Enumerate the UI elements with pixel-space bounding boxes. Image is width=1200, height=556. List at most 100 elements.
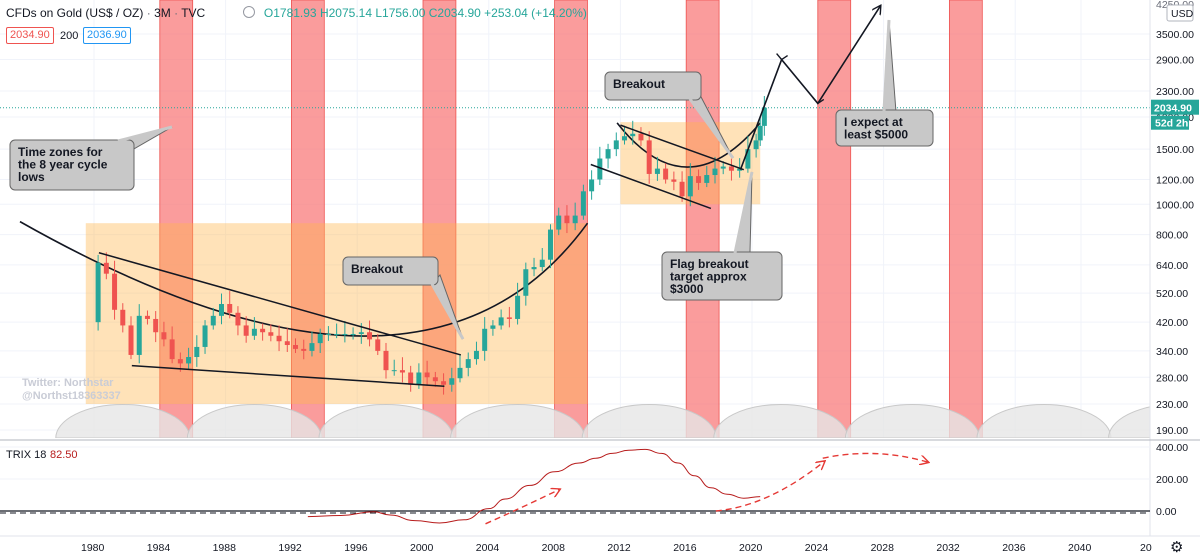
callout-box — [342, 256, 439, 286]
bid-price-box[interactable]: 2034.90 — [6, 27, 54, 44]
callout-text: Breakout — [351, 262, 403, 276]
price-tick-label: 520.00 — [1156, 288, 1188, 300]
candle-body — [556, 215, 562, 230]
trendline — [98, 252, 462, 356]
candle — [210, 307, 216, 330]
candle — [128, 316, 134, 360]
candle — [457, 354, 463, 383]
candle-body — [490, 325, 496, 329]
time-tick-label: 1984 — [147, 542, 171, 554]
candle — [268, 324, 274, 342]
settings-gear-icon[interactable]: ⚙ — [1170, 539, 1183, 556]
candle-body — [547, 229, 553, 260]
callout-text: target approx — [670, 270, 747, 284]
cycle-arc — [318, 404, 454, 438]
candle — [95, 254, 101, 331]
candle — [251, 317, 257, 340]
candle — [556, 207, 562, 236]
cycle-low-zone — [817, 0, 852, 438]
interval-label[interactable]: 3M — [154, 6, 171, 20]
candle-body — [260, 328, 266, 333]
candle — [144, 310, 150, 325]
callout-text: I expect at — [844, 115, 903, 129]
annotation-breakout-2: Breakout — [604, 71, 735, 159]
candle-body — [251, 328, 257, 336]
currency-badge[interactable] — [1166, 4, 1194, 22]
candle-body — [334, 333, 340, 335]
candle — [350, 327, 356, 340]
candle — [202, 320, 208, 354]
candle-body — [317, 333, 323, 344]
symbol-title[interactable]: CFDs on Gold (US$ / OZ) — [6, 6, 144, 20]
candle-body — [465, 359, 471, 368]
candle-body — [416, 372, 422, 385]
candle-body — [293, 345, 299, 349]
candle — [186, 347, 192, 369]
annotation-breakout-1: Breakout — [342, 256, 465, 340]
candle — [465, 352, 471, 377]
cycle-low-zone — [685, 0, 720, 438]
candle-body — [227, 304, 233, 313]
candle-body — [112, 273, 118, 310]
candle-body — [301, 348, 307, 351]
forecast-path — [739, 6, 880, 170]
time-tick-label: 1996 — [344, 542, 368, 554]
candle-body — [276, 335, 282, 342]
time-tick-label: 2008 — [542, 542, 566, 554]
candle — [227, 291, 233, 319]
price-tick-label: 1000.00 — [1156, 199, 1194, 211]
candle-body — [482, 328, 488, 351]
candle — [720, 161, 726, 175]
candle-body — [515, 295, 521, 319]
time-tick-label: 1988 — [213, 542, 237, 554]
candle-body — [235, 312, 241, 326]
candle — [276, 325, 282, 352]
candle — [572, 202, 578, 231]
market-status-icon[interactable] — [242, 6, 255, 18]
price-tick-label: 2900.00 — [1156, 55, 1194, 67]
candle — [531, 257, 537, 277]
callout-text: the 8 year cycle — [18, 158, 108, 172]
candle — [309, 331, 315, 357]
forecast-arrowhead — [812, 96, 825, 105]
countdown-badge — [1151, 115, 1189, 130]
candle-body — [712, 168, 718, 176]
cup-curve — [19, 220, 589, 337]
time-tick-label: 2016 — [673, 542, 697, 554]
cycle-low-zone — [290, 0, 325, 438]
candle-body — [539, 259, 545, 268]
candle — [687, 163, 693, 207]
candle-body — [605, 149, 611, 159]
candle-body — [375, 339, 381, 351]
candle-body — [679, 181, 685, 197]
candle-body — [194, 346, 200, 358]
candle — [597, 146, 603, 186]
candle-body — [737, 168, 743, 171]
cycle-arc — [186, 404, 322, 438]
candle-body — [210, 315, 216, 326]
ask-price-box[interactable]: 2036.90 — [83, 27, 131, 44]
callout-text: $3000 — [670, 282, 704, 296]
candle — [622, 125, 628, 145]
candle-body — [153, 318, 159, 333]
candle — [654, 156, 660, 181]
cycle-arc — [844, 404, 980, 438]
candle-body — [704, 175, 710, 183]
trix-forecast-arrow — [485, 489, 560, 525]
candle-body — [243, 325, 249, 336]
last-price-badge — [1151, 99, 1199, 115]
candle — [646, 131, 652, 184]
ohlc-low: L1756.00 — [375, 6, 426, 20]
candle — [728, 158, 734, 181]
price-tick-label: 1500.00 — [1156, 144, 1194, 156]
ohlc-change: +253.04 (+14.20%) — [484, 6, 587, 20]
candle-body — [358, 332, 364, 334]
candle-body — [144, 315, 150, 319]
candle-body — [696, 176, 702, 183]
candle — [761, 95, 767, 136]
trix-forecast-arrow — [715, 461, 825, 512]
candle — [120, 303, 126, 333]
